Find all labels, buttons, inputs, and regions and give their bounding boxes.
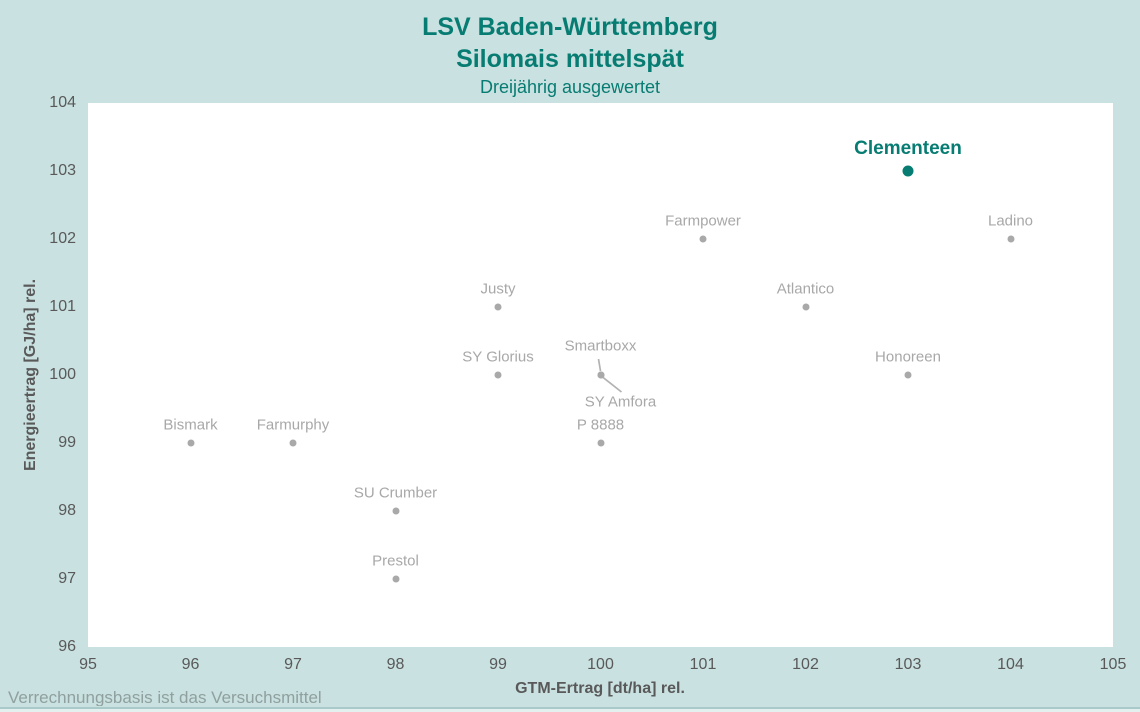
data-point-label-sy-amfora: SY Amfora xyxy=(584,393,657,411)
data-point-ladino xyxy=(1007,235,1014,243)
y-tick-label-96: 96 xyxy=(58,638,76,655)
data-point-label-prestol: Prestol xyxy=(372,552,419,570)
x-tick-label-99: 99 xyxy=(489,656,507,673)
plot-area: Clementeen Farmpower Ladino Justy Atlantico S… xyxy=(88,103,1113,647)
data-point-clementeen xyxy=(902,165,914,177)
data-point-label-bismark: Bismark xyxy=(163,416,218,434)
x-tick-label-95: 95 xyxy=(79,656,97,673)
y-tick-label-99: 99 xyxy=(58,434,76,451)
bottom-window-edge xyxy=(0,706,1140,712)
chart-title-line1: LSV Baden-Württemberg xyxy=(422,13,718,41)
data-point-label-justy: Justy xyxy=(480,280,516,298)
leader-line-smartboxx xyxy=(597,358,602,372)
data-point-p-8888 xyxy=(597,439,604,447)
x-tick-label-97: 97 xyxy=(284,656,302,673)
y-tick-label-98: 98 xyxy=(58,502,76,519)
x-tick-label-104: 104 xyxy=(997,656,1024,673)
data-point-label-su-crumber: SU Crumber xyxy=(353,484,438,502)
data-point-sy-glorius xyxy=(494,371,502,379)
data-point-sy-amfora xyxy=(597,371,604,379)
data-point-label-clementeen: Clementeen xyxy=(854,138,962,159)
x-tick-label-101: 101 xyxy=(689,656,717,673)
x-tick-label-96: 96 xyxy=(181,656,200,673)
x-tick-label-100: 100 xyxy=(587,656,614,673)
data-point-label-smartboxx: Smartboxx xyxy=(564,337,637,355)
data-point-label-farmurphy: Farmurphy xyxy=(256,416,330,434)
y-tick-label-102: 102 xyxy=(49,230,76,247)
data-point-label-sy-glorius: SY Glorius xyxy=(462,348,534,366)
x-tick-label-98: 98 xyxy=(386,656,405,673)
chart-title-line2: Silomais mittelspät xyxy=(456,44,684,73)
data-point-label-honoreen: Honoreen xyxy=(875,348,941,366)
x-axis-title: GTM-Ertrag [dt/ha] rel. xyxy=(515,680,685,697)
x-tick-label-103: 103 xyxy=(894,656,922,673)
leader-line-sy-amfora xyxy=(601,376,623,393)
y-tick-label-97: 97 xyxy=(58,570,76,587)
chart-subtitle: Dreijährig ausgewertet xyxy=(479,77,661,97)
chart-title-block: LSV Baden-Württemberg Silomais mittelspä… xyxy=(0,12,1140,99)
data-point-justy xyxy=(494,303,502,311)
data-point-su-crumber xyxy=(392,507,399,515)
data-point-label-atlantico: Atlantico xyxy=(776,280,835,298)
y-tick-label-103: 103 xyxy=(49,162,76,179)
y-tick-label-101: 101 xyxy=(49,298,76,315)
data-point-honoreen xyxy=(904,371,912,379)
data-point-farmurphy xyxy=(289,439,297,447)
data-point-bismark xyxy=(187,439,194,447)
x-tick-label-105: 105 xyxy=(1099,656,1127,673)
y-axis-title: Energieertrag [GJ/ha] rel. xyxy=(22,278,39,472)
data-point-atlantico xyxy=(802,303,809,311)
data-point-label-farmpower: Farmpower xyxy=(665,212,741,230)
footer-note: Verrechnungsbasis ist das Versuchsmittel xyxy=(8,688,322,707)
y-tick-label-104: 104 xyxy=(49,94,76,111)
x-tick-label-102: 102 xyxy=(792,656,819,673)
y-tick-label-100: 100 xyxy=(49,366,76,383)
data-point-farmpower xyxy=(699,235,707,243)
data-point-label-ladino: Ladino xyxy=(987,212,1034,230)
data-point-prestol xyxy=(392,575,399,583)
data-point-label-p-8888: P 8888 xyxy=(576,416,625,434)
